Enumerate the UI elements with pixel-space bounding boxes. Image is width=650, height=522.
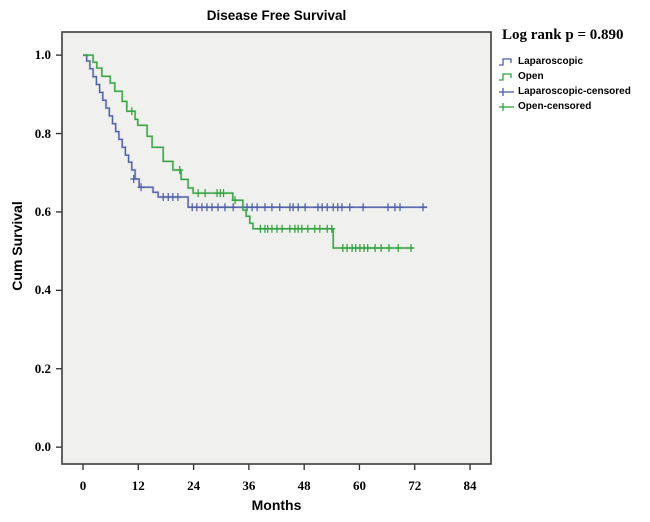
plot-frame bbox=[61, 31, 492, 465]
legend-item-open-censored: Open-censored bbox=[498, 99, 631, 114]
x-tick-label: 84 bbox=[463, 478, 477, 493]
survival-curves bbox=[83, 53, 428, 252]
x-tick-label: 12 bbox=[131, 478, 145, 493]
y-tick-label: 0.4 bbox=[34, 282, 51, 298]
x-axis-title: Months bbox=[251, 497, 302, 513]
legend: Laparoscopic Open Laparoscopic-censored Ope… bbox=[498, 54, 631, 114]
y-tick-label: 0.2 bbox=[34, 360, 51, 376]
x-tick-label: 0 bbox=[79, 478, 87, 493]
log-rank-p-value: Log rank p = 0.890 bbox=[502, 27, 624, 43]
legend-item-laparoscopic-censored: Laparoscopic-censored bbox=[498, 84, 631, 99]
chart-title: Disease Free Survival bbox=[206, 8, 347, 23]
y-tick-label: 0.0 bbox=[34, 439, 51, 455]
legend-item-laparoscopic: Laparoscopic bbox=[498, 54, 631, 69]
x-tick-label: 48 bbox=[297, 478, 311, 493]
censor-plus-icon bbox=[499, 87, 514, 96]
censor-plus-icon bbox=[499, 102, 514, 111]
x-tick-label: 60 bbox=[352, 478, 366, 493]
legend-label: Open bbox=[518, 71, 544, 82]
plot-area bbox=[56, 31, 492, 470]
legend-label: Open-censored bbox=[518, 101, 592, 112]
y-tick-label: 0.6 bbox=[34, 203, 51, 219]
legend-label: Laparoscopic bbox=[518, 56, 584, 67]
plot-panel bbox=[62, 32, 491, 464]
x-tick-label: 72 bbox=[408, 478, 422, 493]
legend-label: Laparoscopic-censored bbox=[518, 86, 631, 97]
y-tick-label: 1.0 bbox=[34, 47, 51, 63]
step-line-icon bbox=[499, 57, 512, 66]
x-tick-label: 24 bbox=[187, 478, 201, 493]
y-axis-title: Cum Survival bbox=[9, 201, 25, 291]
legend-item-open: Open bbox=[498, 69, 631, 84]
y-tick-label: 0.8 bbox=[34, 125, 51, 141]
x-tick-label: 36 bbox=[242, 478, 256, 493]
axis-ticks bbox=[56, 54, 471, 470]
step-line-icon bbox=[499, 72, 512, 81]
